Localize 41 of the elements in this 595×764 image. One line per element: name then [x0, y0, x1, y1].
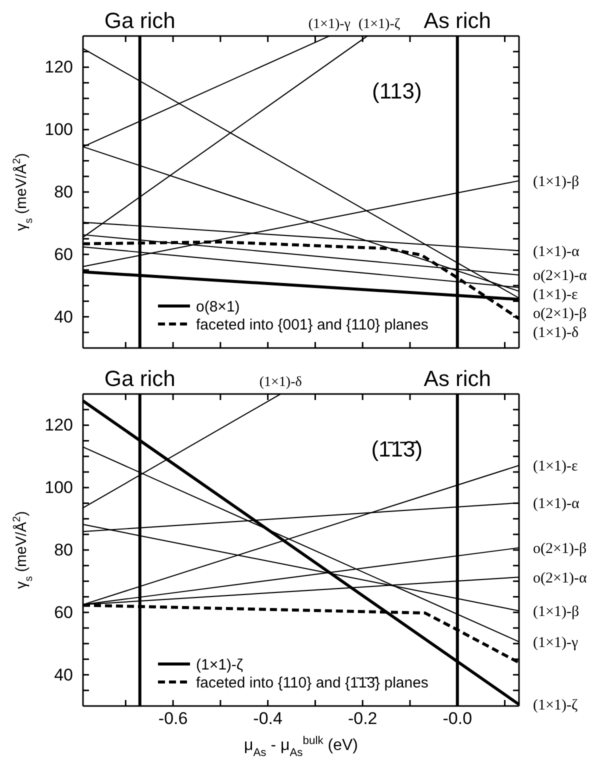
annotation: (113) — [372, 78, 422, 104]
x-tick-label: -0.6 — [158, 709, 188, 728]
y-tick-label: 120 — [44, 416, 73, 435]
x-axis-title: μ$_{As}$ - μ$_{As}$$^{bulk}$ (eV) — [244, 735, 358, 759]
annotation: (1×1)-ε — [533, 287, 578, 304]
annotation: (1×1)-α — [533, 496, 580, 512]
y-tick-label: 40 — [54, 665, 73, 684]
ref-line-label: Ga rich — [104, 366, 176, 391]
annotation: (1×1)-ε — [533, 458, 578, 475]
annotation: (1×1)-δ — [259, 375, 302, 390]
annotation: o(2×1)-α — [533, 268, 587, 284]
annotation: o(2×1)-β — [533, 306, 587, 322]
annotation: (1×1)-β — [533, 174, 580, 190]
x-tick-label: -0.2 — [348, 709, 378, 728]
ref-line-label: Ga rich — [104, 8, 176, 33]
annotation: (1×1)-ζ — [358, 17, 400, 32]
legend-label: faceted into {001} and {110} planes — [196, 316, 428, 334]
y-tick-label: 80 — [54, 540, 73, 560]
y-tick-label: 80 — [54, 182, 73, 202]
ref-line-label: As rich — [424, 366, 492, 391]
y-tick-label: 60 — [54, 602, 73, 622]
y-tick-label: 40 — [54, 307, 73, 326]
annotation: (1×1)-δ — [533, 325, 579, 342]
annotation: o(2×1)-β — [533, 541, 587, 558]
ref-line-label: As rich — [424, 8, 492, 33]
annotation: (1×1)-γ — [533, 634, 578, 651]
y-tick-label: 100 — [44, 120, 73, 140]
x-tick-label: -0.0 — [442, 709, 472, 728]
y-tick-label: 100 — [44, 478, 73, 498]
y-tick-label: 120 — [44, 58, 73, 77]
annotation: (1×1)-γ — [308, 17, 350, 32]
legend-label: (1×1)-ζ — [196, 656, 244, 674]
legend-label: faceted into {110} and {1̄1̄3̄} planes — [196, 674, 428, 692]
legend-label: o(8×1) — [196, 298, 240, 316]
x-tick-label: -0.4 — [253, 709, 282, 728]
annotation: o(2×1)-α — [533, 570, 587, 586]
annotation: (1̄1̄3̄) — [371, 436, 423, 462]
annotation: (1×1)-α — [533, 244, 580, 260]
annotation: (1×1)-β — [533, 604, 580, 620]
y-tick-label: 60 — [54, 244, 73, 264]
annotation: (1×1)-ζ — [533, 698, 578, 714]
